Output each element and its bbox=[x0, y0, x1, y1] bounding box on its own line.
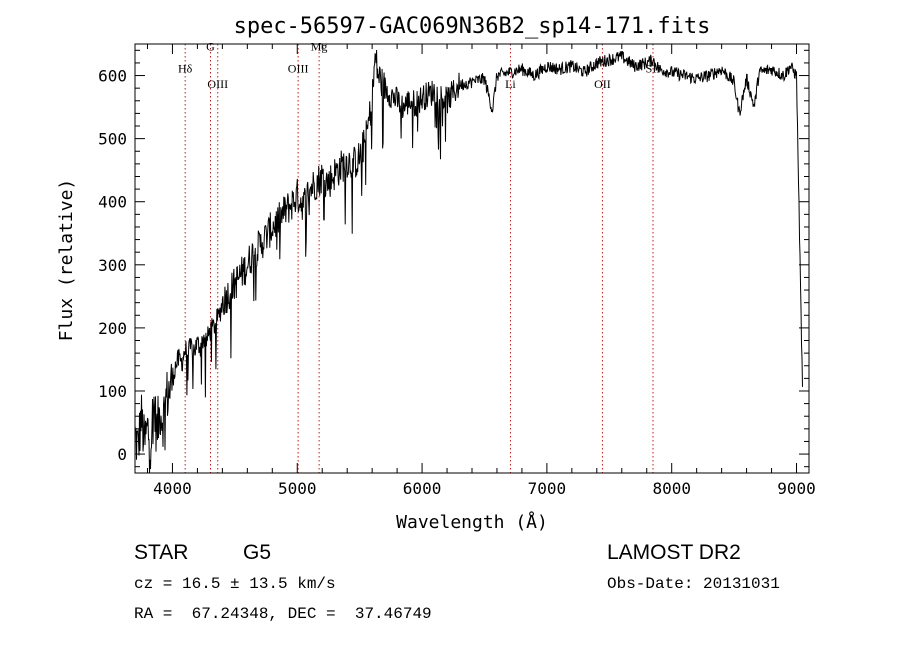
x-tick-label: 7000 bbox=[528, 479, 567, 498]
spectrum-plot-area bbox=[134, 49, 803, 474]
x-tick-label: 9000 bbox=[777, 479, 816, 498]
y-tick-label: 0 bbox=[117, 445, 127, 464]
y-axis-label: Flux (relative) bbox=[56, 179, 77, 342]
y-tick-label: 200 bbox=[98, 319, 127, 338]
line-marker-label: SII bbox=[646, 61, 661, 75]
line-marker-label: Hδ bbox=[178, 61, 193, 75]
y-tick-label: 100 bbox=[98, 382, 127, 401]
chart-title: spec-56597-GAC069N36B2_sp14-171.fits bbox=[234, 14, 711, 39]
line-marker-label: OIII bbox=[207, 77, 228, 91]
y-tick-label: 400 bbox=[98, 193, 127, 212]
y-tick-label: 600 bbox=[98, 67, 127, 86]
object-subclass: G5 bbox=[243, 541, 272, 564]
coordinates: RA = 67.24348, DEC = 37.46749 bbox=[134, 605, 432, 623]
line-marker-label: OII bbox=[594, 77, 611, 91]
x-axis-label: Wavelength (Å) bbox=[396, 511, 548, 533]
x-tick-label: 4000 bbox=[153, 479, 192, 498]
object-type: STAR bbox=[134, 541, 189, 564]
x-tick-label: 6000 bbox=[403, 479, 442, 498]
x-tick-label: 8000 bbox=[652, 479, 691, 498]
survey-name: LAMOST DR2 bbox=[607, 541, 741, 564]
y-tick-label: 300 bbox=[98, 256, 127, 275]
spectrum-line bbox=[134, 49, 803, 474]
redshift-velocity: cz = 16.5 ± 13.5 km/s bbox=[134, 575, 336, 593]
plot-frame bbox=[134, 43, 810, 474]
line-marker-label: Li bbox=[505, 77, 516, 91]
axis-ticks: 4000 5000 6000 7000 8000 9000 0 100 200 300 400 500… bbox=[98, 44, 816, 498]
x-tick-label: 5000 bbox=[278, 479, 317, 498]
line-marker-label: G bbox=[206, 39, 215, 53]
y-tick-label: 500 bbox=[98, 130, 127, 149]
observation-date: Obs-Date: 20131031 bbox=[607, 575, 780, 593]
line-marker-label: Mg bbox=[311, 39, 328, 53]
line-marker-label: OIII bbox=[288, 61, 309, 75]
